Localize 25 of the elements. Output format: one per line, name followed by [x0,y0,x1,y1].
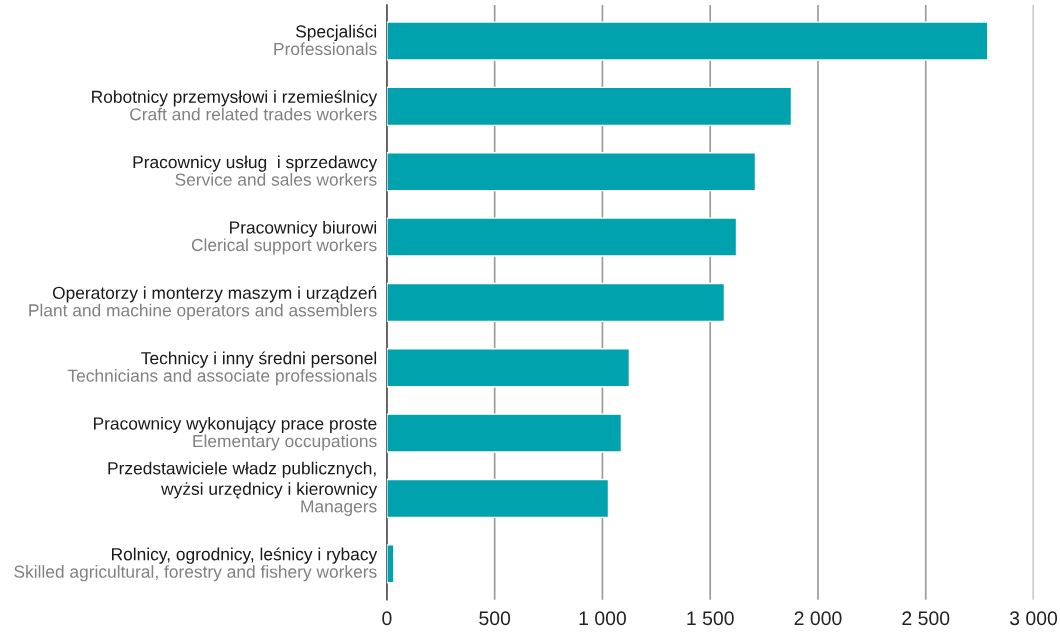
bar [386,413,623,453]
y-tick-label: Rolnicy, ogrodnicy, leśnicy i rybacy Skilled agricultural, forestry and fishery workers [14,547,378,582]
x-tick-label: 2 500 [902,611,950,626]
bar [386,152,757,192]
bar [386,544,395,584]
y-tick-label: Robotnicy przemysłowi i rzemieślnicy Craft and related trades workers [92,89,378,121]
x-tick-label: 0 [382,611,392,626]
x-tick-label: 3 000 [1009,611,1058,626]
x-tick-label: 1 500 [687,611,734,626]
bar [386,348,631,388]
x-tick-label: 2 000 [794,611,842,626]
bar [386,21,989,61]
y-tick-label: Pracownicy biurowi Clerical support workers [191,220,377,255]
y-tick-label: Pracownicy usług i sprzedawcy Service and sales workers [133,155,378,186]
bar [386,478,610,519]
y-tick-label: Operatorzy i monterzy maszym i urządzeń Plant and machine operators and assemblers [29,286,377,320]
bar [386,282,726,323]
y-tick-label: Specjaliści Professionals [274,24,377,56]
bar [386,86,793,127]
x-tick-label: 1 000 [579,611,626,626]
y-tick-label: Pracownicy wykonujący prace proste Elementary occupations [93,416,377,451]
y-tick-label: Technicy i inny średni personel Technicians and associate professionals [67,351,377,386]
x-tick-label: 500 [479,611,511,626]
bar [386,217,738,257]
y-tick-label: Przedstawiciele władz publicznych, wyżsi urzędnicy i kierownicy Managers [108,461,378,516]
